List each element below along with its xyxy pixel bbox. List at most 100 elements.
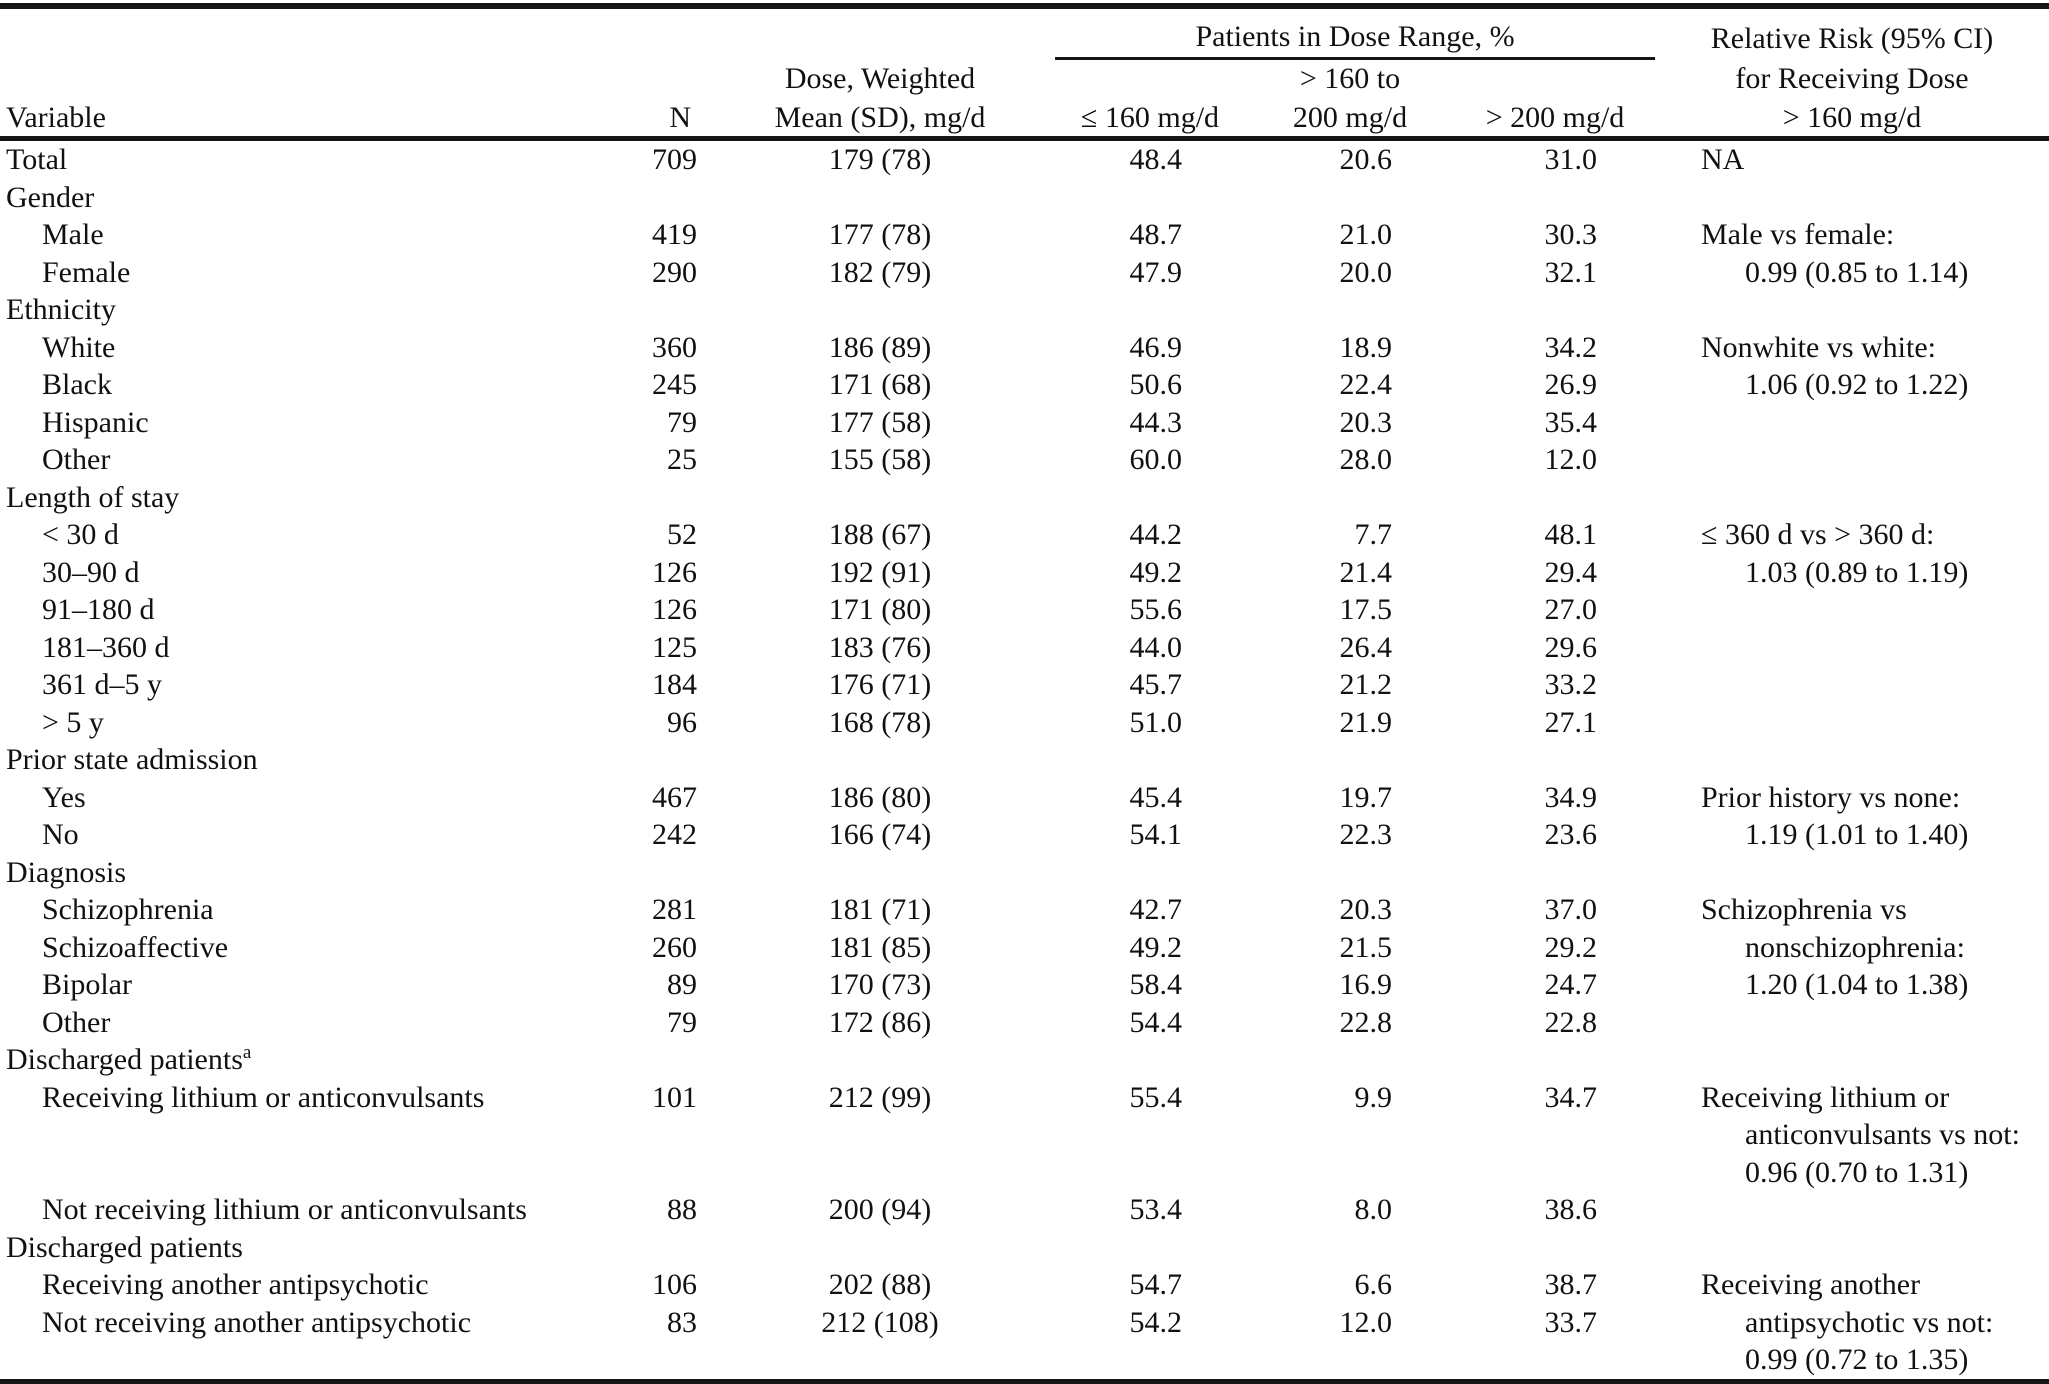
- relative-risk-cell: NA: [1655, 139, 2049, 179]
- relative-risk-heading-line3: > 160 mg/d: [1655, 97, 2049, 141]
- pct-gt200-cell: 38.6: [1544, 1193, 1598, 1226]
- n-value-cell: 126: [652, 593, 697, 626]
- n-value-cell: [620, 1041, 705, 1079]
- dose-mean-sd-cell: 200 (94): [828, 1193, 932, 1226]
- relative-risk-heading-line2: for Receiving Dose: [1735, 62, 1969, 95]
- variable-cell: Not receiving lithium or anticonvulsants: [0, 1191, 620, 1229]
- pct-160-200-cell: 22.3: [1339, 818, 1393, 851]
- dose-mean-sd-cell: [705, 1229, 1055, 1267]
- variable-cell: No: [0, 816, 620, 854]
- relative-risk-line: 1.06 (0.92 to 1.22): [1745, 368, 1969, 401]
- pct-le160-cell: 45.7: [1129, 668, 1183, 701]
- n-value-cell: 360: [652, 330, 697, 364]
- n-value-cell: 260: [652, 930, 697, 964]
- row-label: Discharged patientsa: [6, 1042, 252, 1076]
- row-label: Length of stay: [6, 480, 180, 514]
- pct-160-200-cell: 17.5: [1339, 593, 1393, 626]
- pct-le160-cell: [1055, 741, 1245, 779]
- pct-le160-cell: [1055, 291, 1245, 329]
- row-label: Gender: [6, 180, 95, 214]
- pct-160-200-cell: 21.4: [1339, 555, 1393, 589]
- dose-mean-sd-cell: 202 (88): [828, 1268, 932, 1301]
- pct-gt200-cell: [1455, 1229, 1655, 1267]
- table-row: > 5 y 96 168 (78) 51.0 21.9 27.1: [0, 704, 2049, 742]
- table-row: Other 79 172 (86) 54.4 22.8 22.8: [0, 1004, 2049, 1042]
- relative-risk-cell: [1655, 1229, 2049, 1267]
- dose-mean-sd-cell: 183 (76): [828, 630, 932, 664]
- pct-160-200-cell: [1245, 291, 1455, 329]
- row-label: < 30 d: [42, 518, 119, 551]
- n-value-cell: 52: [667, 518, 697, 551]
- row-label: 181–360 d: [42, 630, 170, 664]
- table-row: Black 245 171 (68) 50.6 22.4 26.9 1.06 (0.92 t…: [0, 366, 2049, 404]
- group-row: Ethnicity: [0, 291, 2049, 329]
- relative-risk-line: NA: [1701, 143, 1745, 176]
- relative-risk-line: Schizophrenia vs: [1701, 893, 1907, 926]
- pct-le160-cell: 44.2: [1129, 518, 1183, 551]
- pct-gt200-cell: 29.2: [1544, 930, 1598, 964]
- n-value-cell: 709: [652, 143, 697, 176]
- table-row: Hispanic 79 177 (58) 44.3 20.3 35.4: [0, 404, 2049, 442]
- pct-gt200-cell: 27.0: [1544, 593, 1598, 626]
- n-value-cell: 79: [667, 405, 697, 439]
- pct-le160-cell: [1055, 1229, 1245, 1267]
- n-value-cell: 106: [652, 1268, 697, 1301]
- n-value-cell: 184: [652, 668, 697, 701]
- pct-gt200-cell: 24.7: [1544, 968, 1598, 1001]
- dose-mean-sd-cell: 177 (78): [828, 218, 932, 251]
- pct-le160-cell: 55.4: [1129, 1080, 1183, 1114]
- dose-mean-sd-cell: 171 (68): [828, 368, 932, 401]
- row-label: Diagnosis: [6, 855, 126, 889]
- row-label: Female: [42, 255, 131, 289]
- n-value-cell: 79: [667, 1005, 697, 1039]
- pct-le160-cell: [1055, 179, 1245, 217]
- pct-gt200-cell: 32.1: [1544, 255, 1598, 289]
- variable-cell: Prior state admission: [0, 741, 620, 779]
- dose-mean-sd-cell: 181 (85): [828, 930, 932, 964]
- group-row: Discharged patientsa: [0, 1041, 2049, 1079]
- pct-gt200-cell: 26.9: [1544, 368, 1598, 401]
- variable-cell: Black: [0, 366, 620, 404]
- variable-cell: Yes: [0, 779, 620, 817]
- relative-risk-cell: 1.19 (1.01 to 1.40): [1655, 816, 2049, 854]
- n-value-cell: 89: [667, 968, 697, 1001]
- group-row: Length of stay: [0, 479, 2049, 517]
- variable-cell: Hispanic: [0, 404, 620, 442]
- relative-risk-cell: [1655, 479, 2049, 517]
- dose-mean-sd-cell: 177 (58): [828, 405, 932, 439]
- pct-gt200-cell: [1455, 291, 1655, 329]
- table-row: 91–180 d 126 171 (80) 55.6 17.5 27.0: [0, 591, 2049, 629]
- table-row: Bipolar 89 170 (73) 58.4 16.9 24.7 1.20 (1.04 …: [0, 966, 2049, 1004]
- dose-mean-sd-cell: 176 (71): [828, 668, 932, 701]
- pct-160-200-cell: 19.7: [1339, 780, 1393, 814]
- row-label: Discharged patients: [6, 1230, 243, 1264]
- pct-le160-cell: 50.6: [1129, 368, 1183, 401]
- mid-range-heading-line2: 200 mg/d: [1245, 97, 1455, 141]
- row-label: Not receiving another antipsychotic: [42, 1305, 472, 1339]
- n-value-cell: 25: [667, 443, 697, 476]
- relative-risk-cell: ≤ 360 d vs > 360 d:: [1655, 516, 2049, 554]
- pct-160-200-cell: 6.6: [1354, 1268, 1393, 1301]
- n-value-cell: [620, 741, 705, 779]
- relative-risk-cell: [1655, 666, 2049, 704]
- pct-160-200-cell: 16.9: [1339, 968, 1393, 1001]
- n-value-cell: 126: [652, 555, 697, 589]
- table-row: Receiving lithium or anticonvulsants 101 2…: [0, 1079, 2049, 1192]
- variable-cell: Length of stay: [0, 479, 620, 517]
- row-label: Receiving lithium or anticonvulsants: [42, 1080, 485, 1114]
- dose-mean-sd-cell: 212 (99): [828, 1080, 932, 1114]
- pct-gt200-cell: 34.2: [1544, 330, 1598, 364]
- row-label: Hispanic: [42, 405, 149, 439]
- relative-risk-cell: nonschizophrenia:: [1655, 929, 2049, 967]
- dose-mean-sd-cell: 179 (78): [828, 143, 932, 176]
- table-row: 361 d–5 y 184 176 (71) 45.7 21.2 33.2: [0, 666, 2049, 704]
- relative-risk-cell: [1655, 404, 2049, 442]
- table-row: Not receiving another antipsychotic 83 212…: [0, 1304, 2049, 1382]
- variable-cell: Discharged patients: [0, 1229, 620, 1267]
- dose-mean-sd-cell: 186 (80): [828, 780, 932, 814]
- pct-160-200-cell: [1245, 179, 1455, 217]
- n-value-cell: 419: [652, 218, 697, 251]
- relative-risk-cell: [1655, 741, 2049, 779]
- header-row-spanner: Patients in Dose Range, % Relative Risk …: [0, 6, 2049, 60]
- variable-cell: 181–360 d: [0, 629, 620, 667]
